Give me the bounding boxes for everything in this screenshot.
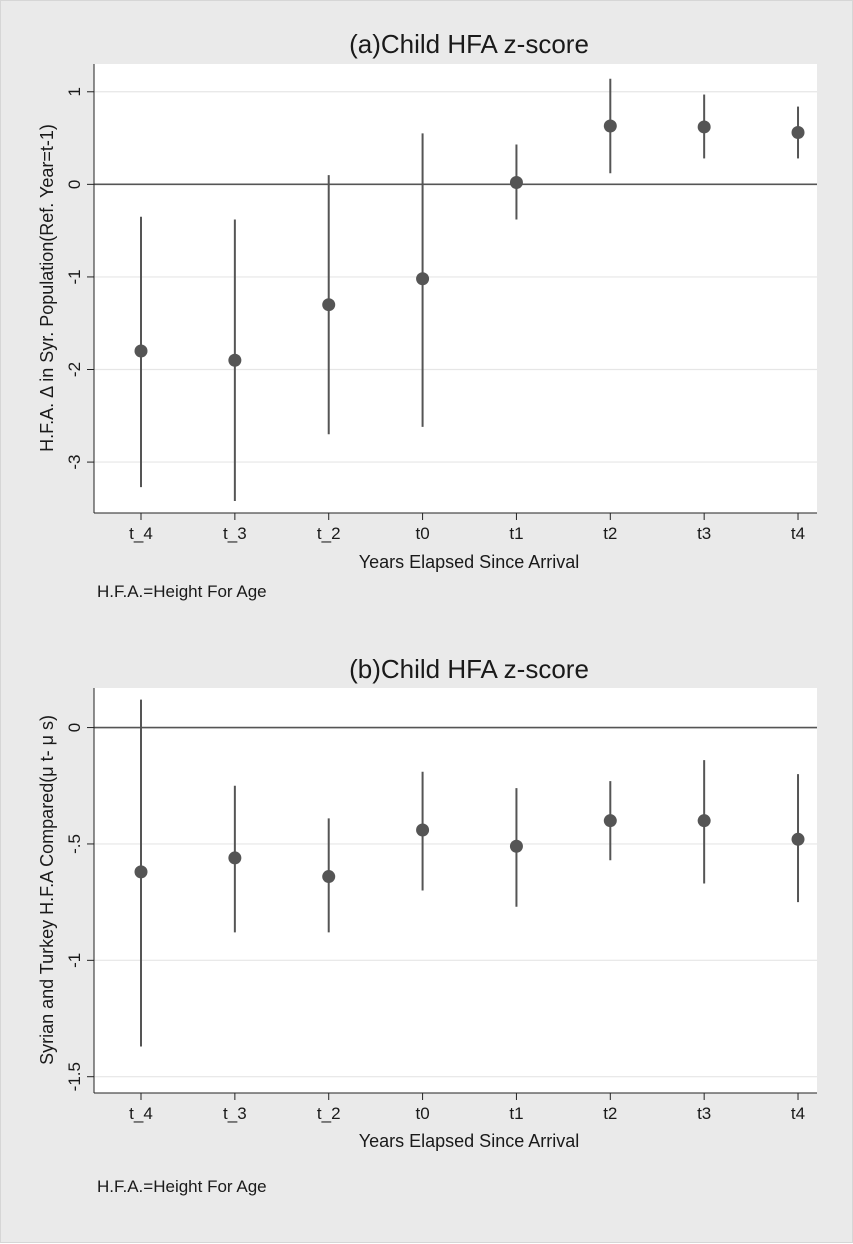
chart-note: H.F.A.=Height For Age <box>97 582 267 601</box>
y-tick-label: -1.5 <box>65 1062 84 1091</box>
point-estimate <box>228 353 242 367</box>
point-estimate <box>603 814 617 828</box>
point-estimate <box>134 865 148 879</box>
y-tick-label: -1 <box>65 269 84 284</box>
chart-title: (a)Child HFA z-score <box>349 29 589 59</box>
x-tick-label: t_3 <box>223 1104 247 1123</box>
x-tick-label: t0 <box>415 524 429 543</box>
point-estimate <box>603 119 617 133</box>
point-estimate <box>697 814 711 828</box>
x-tick-label: t4 <box>791 1104 805 1123</box>
y-tick-label: -2 <box>65 362 84 377</box>
x-tick-label: t4 <box>791 524 805 543</box>
x-ticks: t_4 t_3 t_2 t0 t1 t2 t3 t4 <box>129 513 805 543</box>
x-tick-label: t_3 <box>223 524 247 543</box>
x-tick-label: t1 <box>509 524 523 543</box>
panel-b: 0 -.5 -1 -1.5 t_4 t_3 t_2 t0 t1 t2 t3 t4 (b)Child … <box>37 654 817 1196</box>
x-tick-label: t_2 <box>317 524 341 543</box>
point-estimate <box>791 126 805 140</box>
y-axis-title: Syrian and Turkey H.F.A Compared(μ t- μ … <box>37 715 57 1065</box>
y-tick-label: -1 <box>65 953 84 968</box>
x-tick-label: t0 <box>415 1104 429 1123</box>
point-estimate <box>791 832 805 846</box>
estimates <box>134 699 805 1047</box>
x-tick-label: t2 <box>603 524 617 543</box>
x-ticks: t_4 t_3 t_2 t0 t1 t2 t3 t4 <box>129 1093 805 1123</box>
plot-area <box>94 64 817 513</box>
x-tick-label: t2 <box>603 1104 617 1123</box>
x-tick-label: t_4 <box>129 524 153 543</box>
estimates <box>134 78 805 501</box>
x-tick-label: t3 <box>697 1104 711 1123</box>
y-tick-label: -.5 <box>65 834 84 854</box>
y-ticks: 1 0 -1 -2 -3 <box>65 87 94 470</box>
y-tick-label: 0 <box>65 723 84 732</box>
point-estimate <box>322 298 336 312</box>
y-axis-title: H.F.A. Δ in Syr. Population(Ref. Year=t-… <box>37 124 57 452</box>
chart-note: H.F.A.=Height For Age <box>97 1177 267 1196</box>
point-estimate <box>416 272 430 286</box>
x-axis-title: Years Elapsed Since Arrival <box>359 552 579 572</box>
point-estimate <box>697 120 711 134</box>
x-tick-label: t_4 <box>129 1104 153 1123</box>
y-tick-label: 1 <box>65 87 84 96</box>
x-tick-label: t1 <box>509 1104 523 1123</box>
x-axis-title: Years Elapsed Since Arrival <box>359 1131 579 1151</box>
panel-a: 1 0 -1 -2 -3 t_4 t_3 t_2 t0 t1 t2 t3 t4 (a)Child HF… <box>37 29 817 601</box>
y-tick-label: 0 <box>65 180 84 189</box>
point-estimate <box>134 344 148 358</box>
point-estimate <box>322 870 336 884</box>
plot-area <box>94 688 817 1093</box>
chart-title: (b)Child HFA z-score <box>349 654 589 684</box>
x-tick-label: t_2 <box>317 1104 341 1123</box>
y-tick-label: -3 <box>65 455 84 470</box>
point-estimate <box>416 823 430 837</box>
point-estimate <box>509 839 523 853</box>
x-tick-label: t3 <box>697 524 711 543</box>
point-estimate <box>509 175 523 189</box>
point-estimate <box>228 851 242 865</box>
y-ticks: 0 -.5 -1 -1.5 <box>65 723 94 1091</box>
